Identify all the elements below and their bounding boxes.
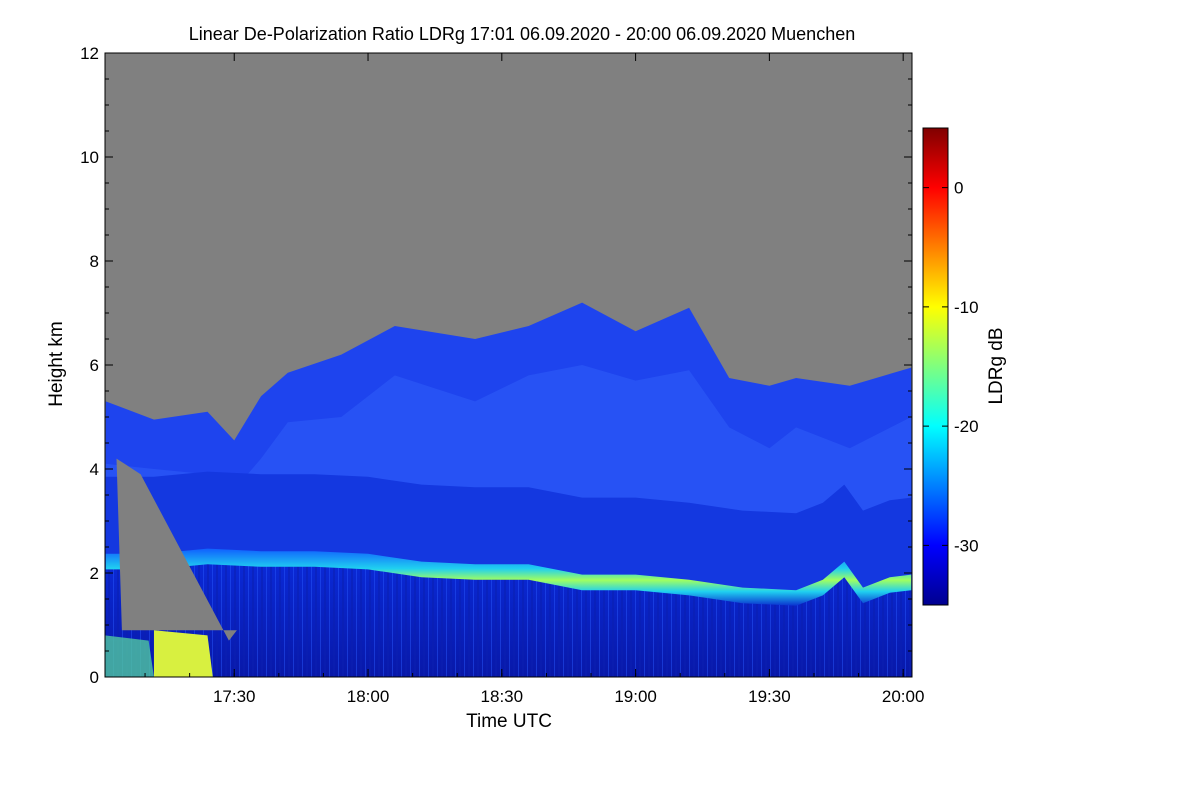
missing-data-gap (116, 458, 237, 641)
x-tick-label: 18:30 (481, 687, 524, 706)
chart-title: Linear De-Polarization Ratio LDRg 17:01 … (189, 24, 855, 44)
x-tick-label: 20:00 (882, 687, 925, 706)
boundary-layer-streaks (105, 560, 912, 677)
x-axis: 17:30 18:00 18:30 19:00 19:30 20:00 (144, 53, 925, 706)
near-ground-high-ldr (153, 630, 213, 677)
y-tick-label: 10 (80, 148, 99, 167)
x-tick-label: 19:00 (614, 687, 657, 706)
colorbar-tick-label: -10 (954, 298, 979, 317)
colorbar-ticks: 0 -10 -20 -30 (923, 179, 979, 555)
colorbar-tick-label: -20 (954, 417, 979, 436)
aerosol-layer-top-band (105, 548, 912, 606)
y-tick-label: 12 (80, 44, 99, 63)
plot-area (105, 53, 912, 677)
y-tick-label: 6 (90, 356, 99, 375)
colorbar: 0 -10 -20 -30 LDRg dB (922, 127, 1007, 606)
colorbar-tick-label: 0 (954, 179, 963, 198)
x-tick-label: 18:00 (347, 687, 390, 706)
colorbar-gradient (922, 127, 949, 606)
x-tick-label: 19:30 (748, 687, 791, 706)
y-tick-label: 0 (90, 668, 99, 687)
x-tick-label: 17:30 (213, 687, 256, 706)
y-tick-label: 4 (90, 460, 99, 479)
x-axis-label: Time UTC (466, 711, 552, 732)
y-axis-label: Height km (46, 321, 67, 407)
colorbar-tick-label: -30 (954, 536, 979, 555)
y-tick-label: 8 (90, 252, 99, 271)
y-axis: 0 2 4 6 8 10 12 (80, 44, 912, 687)
near-ground-mixed-ldr (105, 635, 154, 677)
colorbar-label: LDRg dB (986, 327, 1007, 404)
y-tick-label: 2 (90, 564, 99, 583)
